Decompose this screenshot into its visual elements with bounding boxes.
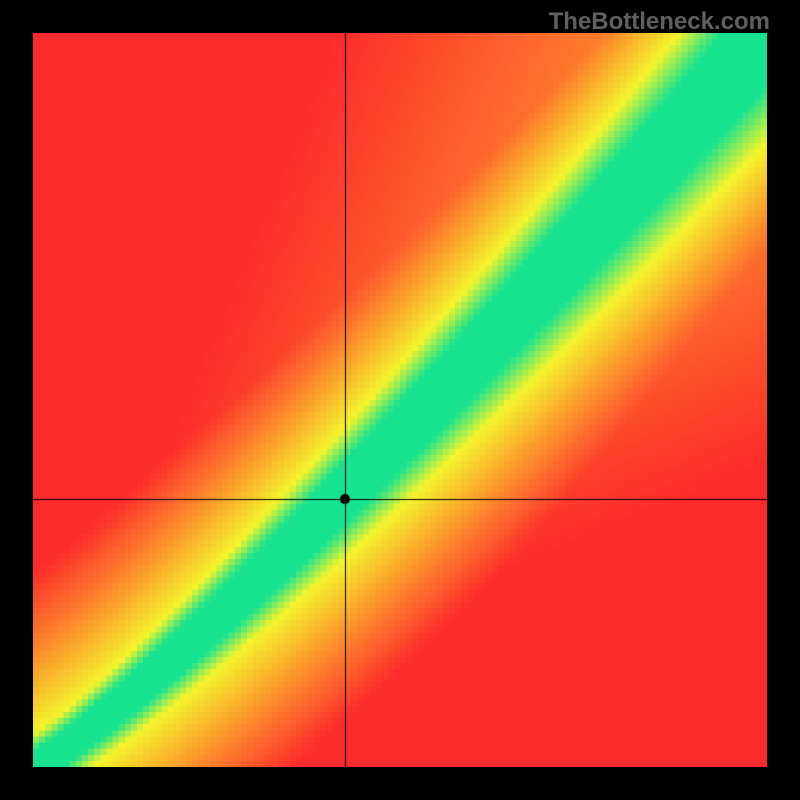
watermark-text: TheBottleneck.com: [549, 8, 770, 36]
crosshair-overlay: [33, 33, 767, 767]
